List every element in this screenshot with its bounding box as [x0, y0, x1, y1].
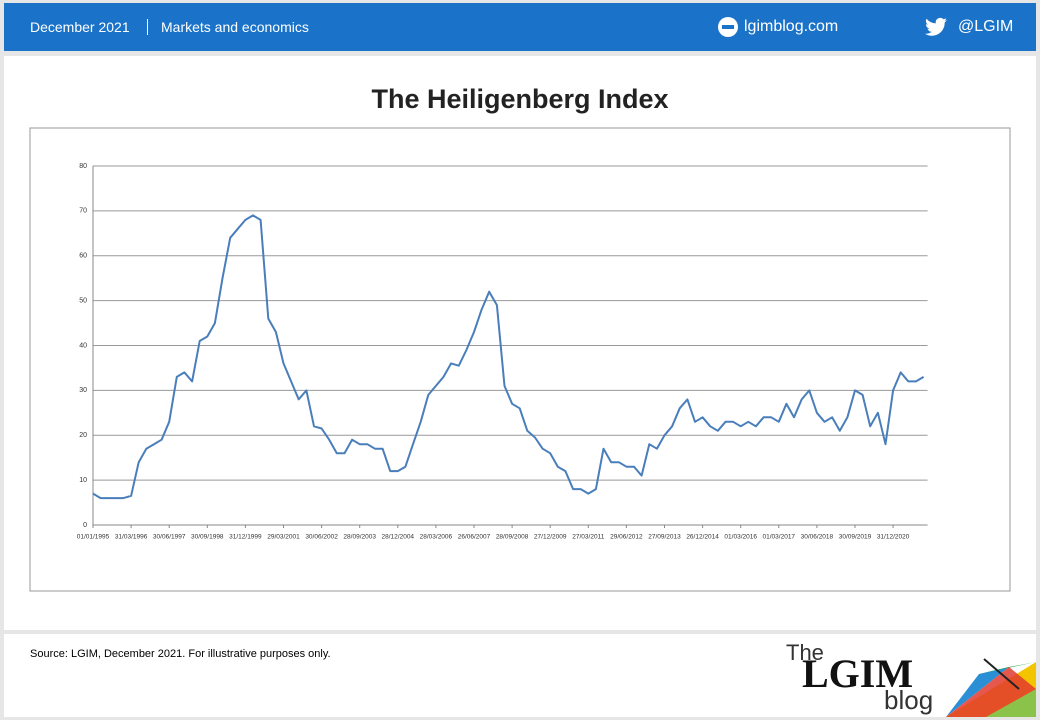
x-tick-label: 30/06/2002 — [305, 534, 338, 541]
x-tick-label: 29/06/2012 — [610, 534, 643, 541]
y-tick-label: 30 — [79, 387, 87, 394]
x-tick-label: 01/03/2017 — [763, 534, 796, 541]
source-note: Source: LGIM, December 2021. For illustr… — [30, 648, 331, 660]
umbrella-icon — [946, 658, 1036, 717]
x-tick-label: 28/03/2006 — [420, 534, 453, 541]
logo-the: The — [786, 640, 824, 665]
header-section: Markets and economics — [161, 19, 309, 35]
y-tick-label: 10 — [79, 477, 87, 484]
x-tick-label: 31/12/1999 — [229, 534, 262, 541]
chart-title: The Heiligenberg Index — [371, 84, 668, 114]
x-tick-label: 30/06/1997 — [153, 534, 186, 541]
x-tick-label: 30/09/2019 — [839, 534, 872, 541]
x-tick-label: 01/01/1995 — [77, 534, 110, 541]
x-tick-label: 28/09/2003 — [343, 534, 376, 541]
x-tick-label: 26/12/2014 — [686, 534, 719, 541]
web-icon — [718, 17, 738, 37]
header-bar: December 2021 Markets and economics lgim… — [4, 3, 1036, 51]
y-tick-label: 70 — [79, 208, 87, 215]
data-line — [92, 214, 925, 500]
twitter-icon — [925, 17, 947, 36]
chart: The Heiligenberg Index 0 10 20 30 40 50 60 70 80… — [29, 84, 1011, 592]
website-link[interactable]: lgimblog.com — [744, 18, 839, 35]
logo: The LGIM blog — [786, 640, 1036, 717]
footer: Source: LGIM, December 2021. For illustr… — [4, 634, 1036, 717]
y-tick-label: 40 — [79, 342, 87, 349]
y-tick-label: 60 — [79, 253, 87, 260]
y-tick-label: 0 — [83, 522, 87, 529]
x-tick-label: 27/03/2011 — [572, 534, 604, 541]
header-date: December 2021 — [30, 19, 130, 35]
x-tick-label: 31/12/2020 — [877, 534, 910, 541]
logo-name: LGIM — [802, 651, 913, 696]
y-tick-label: 20 — [79, 432, 87, 439]
y-tick-label: 50 — [79, 297, 87, 304]
twitter-handle[interactable]: @LGIM — [958, 18, 1014, 35]
logo-blog: blog — [884, 685, 933, 715]
x-tick-label: 30/09/1998 — [191, 534, 224, 541]
x-tick-label: 28/12/2004 — [382, 534, 415, 541]
x-tick-label: 27/09/2013 — [648, 534, 681, 541]
x-tick-label: 28/09/2008 — [496, 534, 529, 541]
x-tick-label: 01/03/2016 — [724, 534, 757, 541]
chart-frame — [29, 127, 1011, 592]
separator — [147, 19, 148, 35]
main-panel: The Heiligenberg Index 0 10 20 30 40 50 60 70 80… — [4, 56, 1036, 630]
x-tick-label: 27/12/2009 — [534, 534, 567, 541]
x-tick-label: 30/06/2018 — [801, 534, 834, 541]
x-tick-label: 31/03/1996 — [115, 534, 148, 541]
y-tick-label: 80 — [79, 163, 87, 170]
x-tick-label: 26/06/2007 — [458, 534, 491, 541]
x-tick-label: 29/03/2001 — [267, 534, 300, 541]
